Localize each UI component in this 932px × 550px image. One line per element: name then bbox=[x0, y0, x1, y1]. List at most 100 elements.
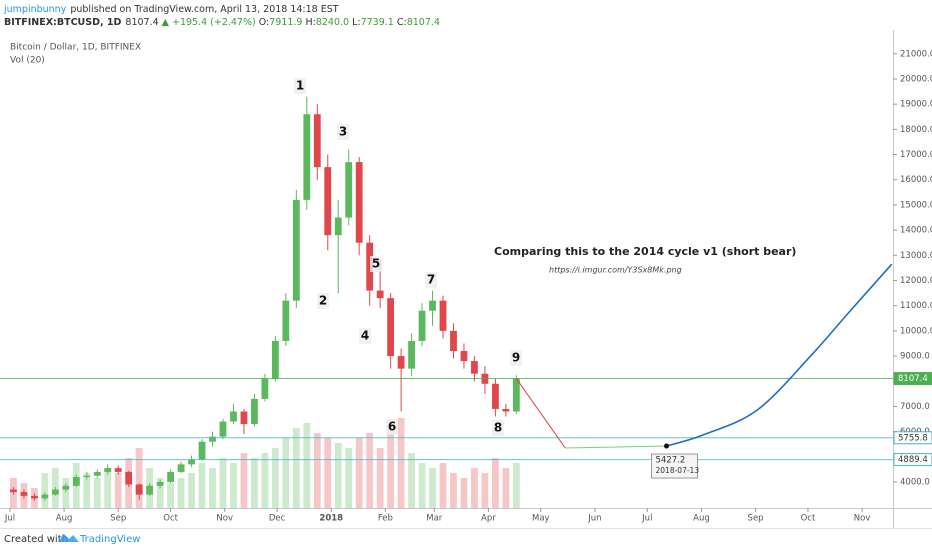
candle-body bbox=[177, 464, 185, 472]
c-val: 8107.4 bbox=[407, 17, 440, 28]
header-line: jumpinbunny published on TradingView.com,… bbox=[3, 4, 339, 15]
volume-bar bbox=[502, 468, 510, 508]
symbol: BITFINEX:BTCUSD, 1D bbox=[4, 17, 122, 28]
y-tick-label: 18000.0 bbox=[900, 125, 932, 135]
candle-body bbox=[167, 471, 175, 483]
price: 8107.4 bbox=[125, 17, 158, 28]
candle-body bbox=[51, 489, 59, 495]
volume-bar bbox=[177, 478, 185, 508]
y-tick-label: 9000.0 bbox=[900, 352, 930, 362]
wave-label: 1 bbox=[296, 79, 304, 93]
x-tick-label: May bbox=[532, 514, 550, 524]
x-tick-label: Nov bbox=[854, 514, 871, 524]
candle-body bbox=[146, 485, 154, 495]
x-tick-label: Apr bbox=[481, 514, 496, 524]
o-key: O: bbox=[259, 17, 270, 28]
y-tick-label: 11000.0 bbox=[900, 301, 932, 311]
volume-bar bbox=[303, 423, 311, 508]
candle-body bbox=[188, 459, 195, 465]
wave-label-box bbox=[337, 124, 349, 140]
candle-body bbox=[324, 167, 332, 236]
volume-bar bbox=[376, 448, 384, 508]
volume-bar bbox=[491, 458, 499, 508]
y-tick-label: 10000.0 bbox=[900, 326, 932, 336]
volume-bar bbox=[366, 433, 374, 508]
candle-body bbox=[282, 300, 290, 341]
footer-created: Created with bbox=[4, 534, 68, 545]
level-label-box bbox=[893, 453, 932, 467]
candle-body bbox=[439, 300, 447, 331]
y-tick-label: 21000.0 bbox=[900, 49, 932, 59]
projection-line bbox=[666, 263, 893, 447]
wave-label-box bbox=[359, 328, 371, 344]
volume-bar bbox=[167, 483, 175, 508]
candle-body bbox=[72, 476, 80, 486]
volume-bar bbox=[135, 448, 143, 508]
wave-label-box bbox=[425, 272, 437, 288]
x-tick-label: 2018 bbox=[319, 514, 343, 524]
o-val: 7911.9 bbox=[269, 17, 302, 28]
x-tick-label: Aug bbox=[56, 514, 73, 524]
candle-body bbox=[376, 290, 384, 299]
brand-logo[interactable] bbox=[58, 534, 79, 542]
footer-brand[interactable]: TradingView bbox=[79, 534, 140, 545]
volume-bar bbox=[429, 468, 436, 508]
candle-body bbox=[491, 383, 499, 409]
volume-bar bbox=[313, 433, 321, 508]
volume-bar bbox=[251, 458, 258, 508]
candle-body bbox=[450, 330, 457, 352]
volume-bar bbox=[397, 418, 405, 508]
marker-value: 5427.2 bbox=[656, 456, 686, 466]
x-tick-label: Mar bbox=[426, 514, 443, 524]
y-tick-label: 12000.0 bbox=[900, 276, 932, 286]
volume-bar bbox=[41, 473, 49, 508]
candle-body bbox=[219, 421, 227, 437]
x-tick-label: Sep bbox=[110, 514, 126, 524]
user[interactable]: jumpinbunny bbox=[3, 4, 67, 15]
candle-body bbox=[104, 468, 112, 472]
volume-bar bbox=[418, 463, 426, 508]
volume-bar bbox=[198, 463, 206, 508]
volume-bar bbox=[512, 463, 520, 508]
volume-bar bbox=[114, 473, 122, 508]
volume-bar bbox=[240, 453, 248, 508]
volume-bar bbox=[292, 428, 300, 508]
annotation-link[interactable]: https://i.imgur.com/Y3Sx8Mk.png bbox=[549, 266, 682, 275]
chart-title: Bitcoin / Dollar, 1D, BITFINEX bbox=[10, 43, 141, 53]
candle-body bbox=[345, 162, 353, 218]
candle-body bbox=[20, 492, 28, 496]
candle-body bbox=[83, 475, 91, 477]
candle-body bbox=[397, 356, 405, 369]
wave-label: 2 bbox=[319, 294, 327, 308]
candle-body bbox=[156, 482, 164, 486]
projection-line bbox=[565, 445, 667, 449]
candle-body bbox=[10, 489, 17, 493]
candle-body bbox=[30, 495, 38, 499]
marker-dot bbox=[664, 443, 670, 449]
l-val: 7739.1 bbox=[361, 17, 394, 28]
candle-body bbox=[418, 310, 426, 341]
published: published on TradingView.com, April 13, … bbox=[70, 4, 338, 15]
symbol-line: BITFINEX:BTCUSD, 1D 8107.4 ▲ +195.4 (+2.47… bbox=[4, 17, 440, 28]
volume-bar bbox=[62, 478, 70, 508]
volume-bar bbox=[355, 438, 363, 508]
candle-body bbox=[512, 378, 520, 412]
projection-line bbox=[515, 378, 566, 449]
x-tick-label: Nov bbox=[216, 514, 233, 524]
x-tick-label: Jul bbox=[641, 514, 652, 524]
level-label: 4889.4 bbox=[898, 455, 928, 465]
candle-body bbox=[366, 242, 374, 291]
y-tick-label: 16000.0 bbox=[900, 175, 932, 185]
wave-label: 4 bbox=[361, 329, 369, 343]
wave-label-box bbox=[386, 419, 398, 435]
candle-body bbox=[303, 114, 311, 200]
y-tick-label: 15000.0 bbox=[900, 200, 932, 210]
x-tick-label: Aug bbox=[693, 514, 710, 524]
wave-label: 5 bbox=[372, 257, 380, 271]
volume-bar bbox=[408, 453, 415, 508]
level-label: 8107.4 bbox=[898, 374, 928, 384]
volume-bar bbox=[209, 468, 216, 508]
wave-label: 8 bbox=[494, 421, 502, 435]
volume-bar bbox=[188, 473, 195, 508]
